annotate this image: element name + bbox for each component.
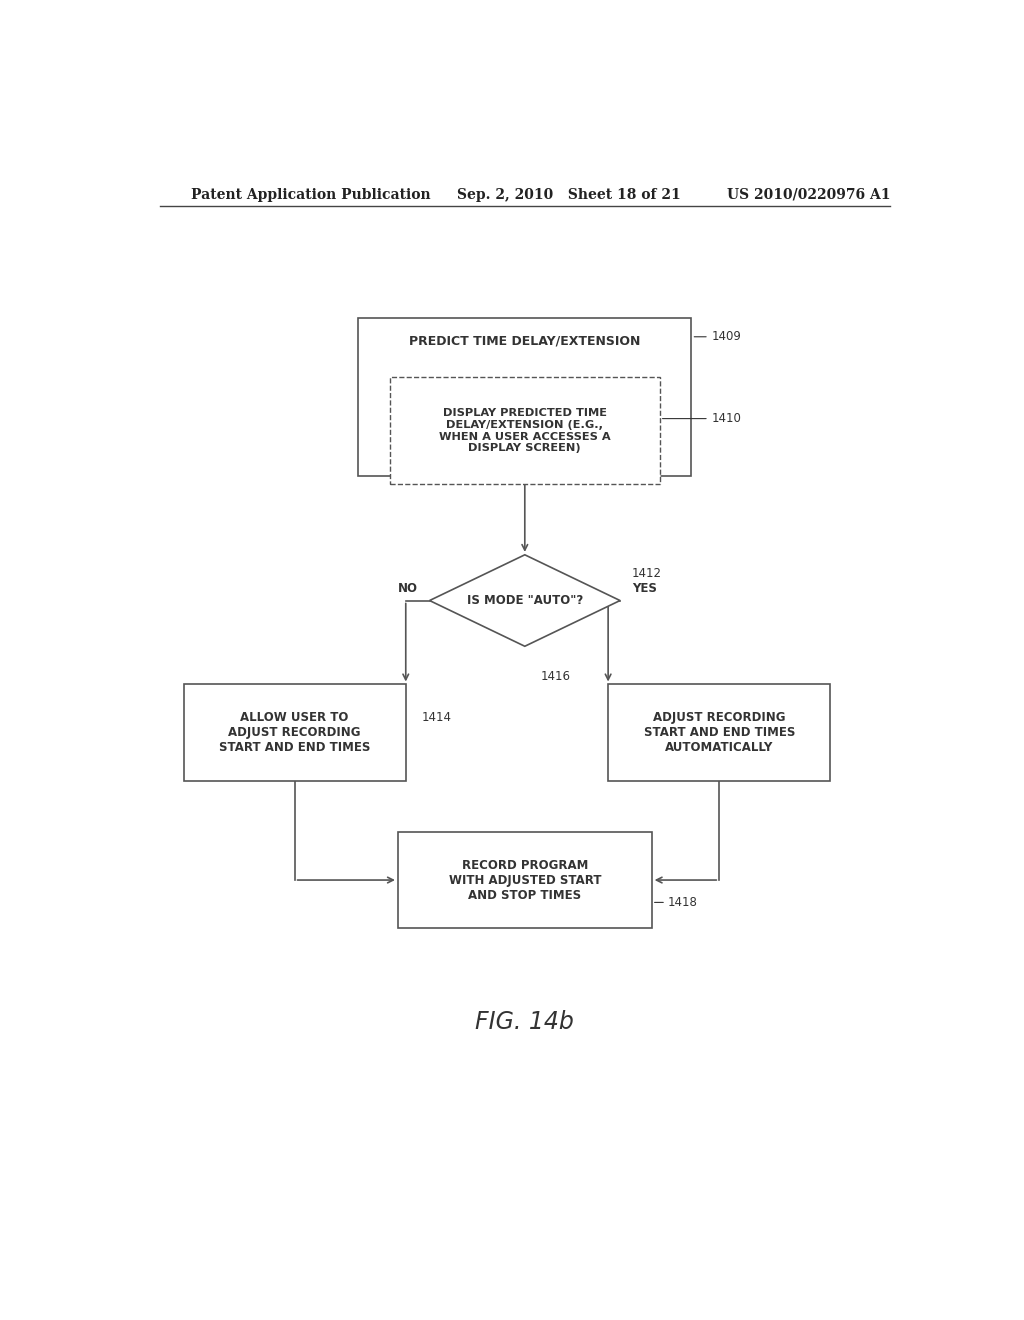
Text: FIG. 14b: FIG. 14b bbox=[475, 1010, 574, 1035]
Text: YES: YES bbox=[632, 582, 656, 595]
Polygon shape bbox=[430, 554, 620, 647]
Text: ALLOW USER TO
ADJUST RECORDING
START AND END TIMES: ALLOW USER TO ADJUST RECORDING START AND… bbox=[219, 711, 371, 754]
Text: IS MODE "AUTO"?: IS MODE "AUTO"? bbox=[467, 594, 583, 607]
Text: 1409: 1409 bbox=[712, 330, 741, 343]
FancyBboxPatch shape bbox=[390, 378, 659, 484]
Text: 1418: 1418 bbox=[668, 896, 697, 909]
FancyBboxPatch shape bbox=[358, 318, 691, 477]
FancyBboxPatch shape bbox=[608, 684, 830, 781]
Text: 1416: 1416 bbox=[541, 671, 570, 684]
Text: NO: NO bbox=[397, 582, 418, 595]
Text: 1410: 1410 bbox=[712, 412, 741, 425]
Text: 1412: 1412 bbox=[632, 566, 662, 579]
Text: 1414: 1414 bbox=[422, 711, 452, 723]
FancyBboxPatch shape bbox=[183, 684, 406, 781]
Text: DISPLAY PREDICTED TIME
DELAY/EXTENSION (E.G.,
WHEN A USER ACCESSES A
DISPLAY SCR: DISPLAY PREDICTED TIME DELAY/EXTENSION (… bbox=[439, 408, 610, 453]
Text: RECORD PROGRAM
WITH ADJUSTED START
AND STOP TIMES: RECORD PROGRAM WITH ADJUSTED START AND S… bbox=[449, 858, 601, 902]
Text: ADJUST RECORDING
START AND END TIMES
AUTOMATICALLY: ADJUST RECORDING START AND END TIMES AUT… bbox=[643, 711, 795, 754]
Text: PREDICT TIME DELAY/EXTENSION: PREDICT TIME DELAY/EXTENSION bbox=[410, 334, 640, 347]
Text: Patent Application Publication: Patent Application Publication bbox=[191, 187, 431, 202]
Text: Sep. 2, 2010   Sheet 18 of 21: Sep. 2, 2010 Sheet 18 of 21 bbox=[458, 187, 681, 202]
FancyBboxPatch shape bbox=[397, 832, 651, 928]
Text: US 2010/0220976 A1: US 2010/0220976 A1 bbox=[727, 187, 891, 202]
